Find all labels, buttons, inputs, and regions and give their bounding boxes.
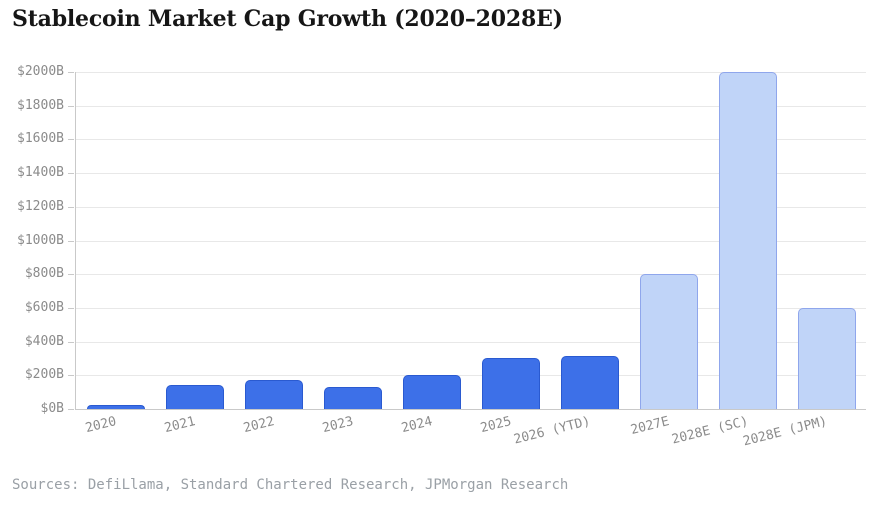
gridline [76, 72, 866, 73]
y-axis-tick-label: $1600B [17, 131, 64, 147]
gridline [76, 139, 866, 141]
x-axis-tick-label: 2028E (SC) [670, 414, 751, 448]
x-axis-tick-label: 2022 [242, 414, 277, 437]
source-note: Sources: DefiLlama, Standard Chartered R… [12, 477, 569, 493]
bar-2023 [323, 387, 382, 409]
x-axis-tick-label: 2020 [84, 414, 119, 437]
x-axis-tick-label: 2027E [629, 414, 672, 439]
gridline [76, 206, 866, 208]
x-axis-tick-label: 2021 [163, 414, 198, 437]
y-axis-tick-label: $1200B [17, 198, 64, 214]
y-axis-tick-label: $600B [24, 299, 64, 315]
bar-2027e [639, 274, 698, 409]
y-axis-tick-label: $1800B [17, 97, 64, 113]
x-axis-tick-label: 2023 [321, 414, 356, 437]
gridline [76, 274, 866, 276]
y-axis-tick [68, 341, 74, 343]
x-axis-tick-label: 2024 [400, 414, 435, 437]
gridline [76, 240, 866, 242]
bar-2022 [244, 379, 303, 409]
y-axis-tick-label: $800B [24, 266, 64, 282]
bar-2028e-jpm [797, 307, 856, 409]
plot-area [75, 72, 866, 410]
bar-2025 [481, 358, 540, 409]
y-axis-tick [68, 409, 74, 410]
y-axis-tick [68, 274, 74, 276]
gridline [76, 341, 866, 343]
y-axis-tick-label: $1400B [17, 165, 64, 181]
y-axis-tick [68, 307, 74, 309]
y-axis-tick [68, 240, 74, 242]
gridline [76, 173, 866, 175]
x-axis-tick-label: 2028E (JPM) [741, 414, 830, 450]
y-axis-tick [68, 72, 74, 73]
bar-2021 [165, 385, 224, 409]
gridline [76, 105, 866, 107]
y-axis-tick [68, 206, 74, 208]
y-axis-tick [68, 105, 74, 107]
gridline [76, 375, 866, 377]
y-axis-tick-label: $400B [24, 333, 64, 349]
y-axis-tick-label: $0B [40, 401, 64, 416]
x-axis-tick-label: 2025 [479, 414, 514, 437]
y-axis-tick [68, 173, 74, 175]
chart-title: Stablecoin Market Cap Growth (2020–2028E… [12, 6, 563, 32]
bar-2020 [86, 404, 145, 409]
bar-2024 [402, 375, 461, 409]
bar-2026-ytd [560, 355, 619, 409]
y-axis-tick [68, 375, 74, 377]
gridline [76, 307, 866, 309]
y-axis-tick-label: $2000B [17, 64, 64, 79]
x-axis-tick-label: 2026 (YTD) [512, 414, 593, 448]
bar-2028e-sc [718, 72, 777, 409]
y-axis-tick-label: $200B [24, 367, 64, 383]
y-axis-tick-label: $1000B [17, 232, 64, 248]
y-axis-tick [68, 139, 74, 141]
